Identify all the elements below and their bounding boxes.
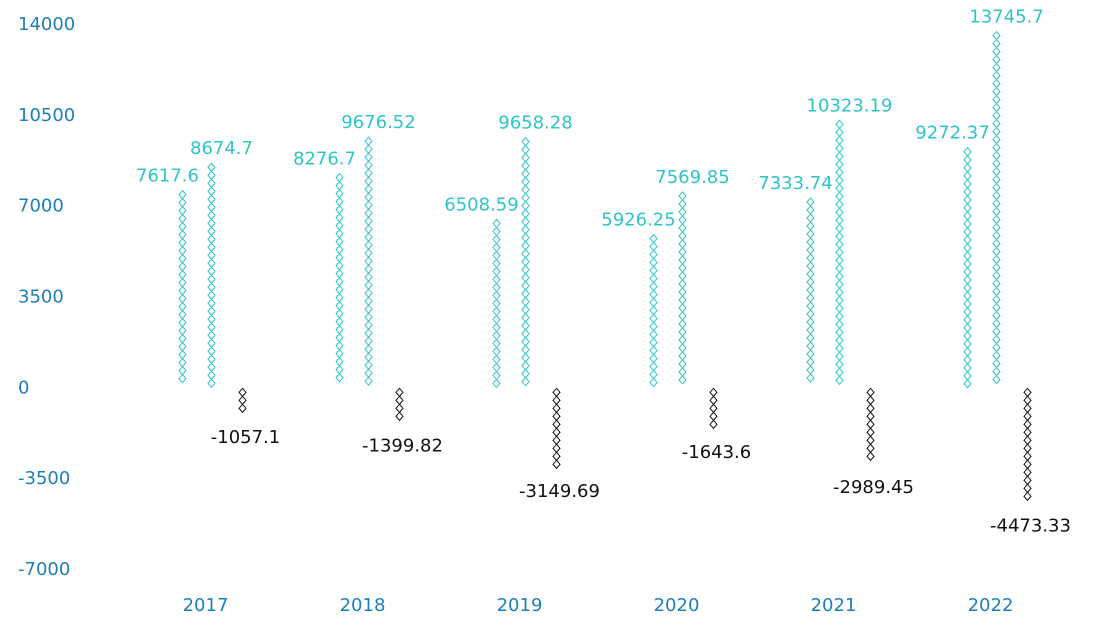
value-label: -1399.82 xyxy=(362,436,443,457)
value-label: 9658.28 xyxy=(498,113,572,134)
pictorial-bar xyxy=(963,146,972,389)
pictorial-bar xyxy=(207,162,216,388)
pictorial-bar xyxy=(649,233,658,388)
x-tick-label: 2020 xyxy=(654,595,700,616)
value-label: 10323.19 xyxy=(807,95,893,116)
value-label: 8674.7 xyxy=(190,138,253,159)
pictorial-bar xyxy=(395,387,404,422)
pictorial-bar xyxy=(238,387,247,414)
y-tick-label: 14000 xyxy=(18,14,75,35)
value-label: -3149.69 xyxy=(519,481,600,502)
pictorial-bar xyxy=(552,387,561,470)
pictorial-bar xyxy=(866,387,875,462)
value-label: 6508.59 xyxy=(444,194,518,215)
x-tick-label: 2018 xyxy=(340,595,386,616)
value-label: -2989.45 xyxy=(833,477,914,498)
value-label: 9272.37 xyxy=(915,123,989,144)
value-label: 8276.7 xyxy=(293,149,356,170)
x-tick-label: 2017 xyxy=(183,595,229,616)
y-tick-label: 0 xyxy=(18,377,29,398)
pictorial-bar xyxy=(521,136,530,387)
pictorial-bar xyxy=(1023,387,1032,502)
value-label: 9676.52 xyxy=(341,112,415,133)
pictorial-bar xyxy=(678,191,687,385)
pictorial-bar xyxy=(806,197,815,383)
value-label: -1057.1 xyxy=(211,427,280,448)
value-label: -1643.6 xyxy=(682,442,751,463)
pictorial-bar xyxy=(178,189,187,384)
y-tick-label: 10500 xyxy=(18,105,75,126)
pictorial-bar xyxy=(492,218,501,389)
value-label: 13745.7 xyxy=(969,7,1043,28)
value-label: 5926.25 xyxy=(601,210,675,231)
y-tick-label: -3500 xyxy=(18,468,70,489)
value-label: 7333.74 xyxy=(758,173,832,194)
x-tick-label: 2021 xyxy=(811,595,857,616)
y-tick-label: 7000 xyxy=(18,196,64,217)
value-label: 7617.6 xyxy=(136,166,199,187)
y-tick-label: 3500 xyxy=(18,287,64,308)
x-tick-label: 2022 xyxy=(968,595,1014,616)
value-label: 7569.85 xyxy=(655,167,729,188)
pictorial-bar xyxy=(709,387,718,430)
pictorial-bar xyxy=(992,30,1001,385)
x-tick-label: 2019 xyxy=(497,595,543,616)
value-label: -4473.33 xyxy=(990,515,1071,536)
y-tick-label: -7000 xyxy=(18,559,70,580)
pictorial-bar xyxy=(364,136,373,386)
pictorial-bar xyxy=(835,119,844,386)
pictorial-bar xyxy=(335,172,344,383)
